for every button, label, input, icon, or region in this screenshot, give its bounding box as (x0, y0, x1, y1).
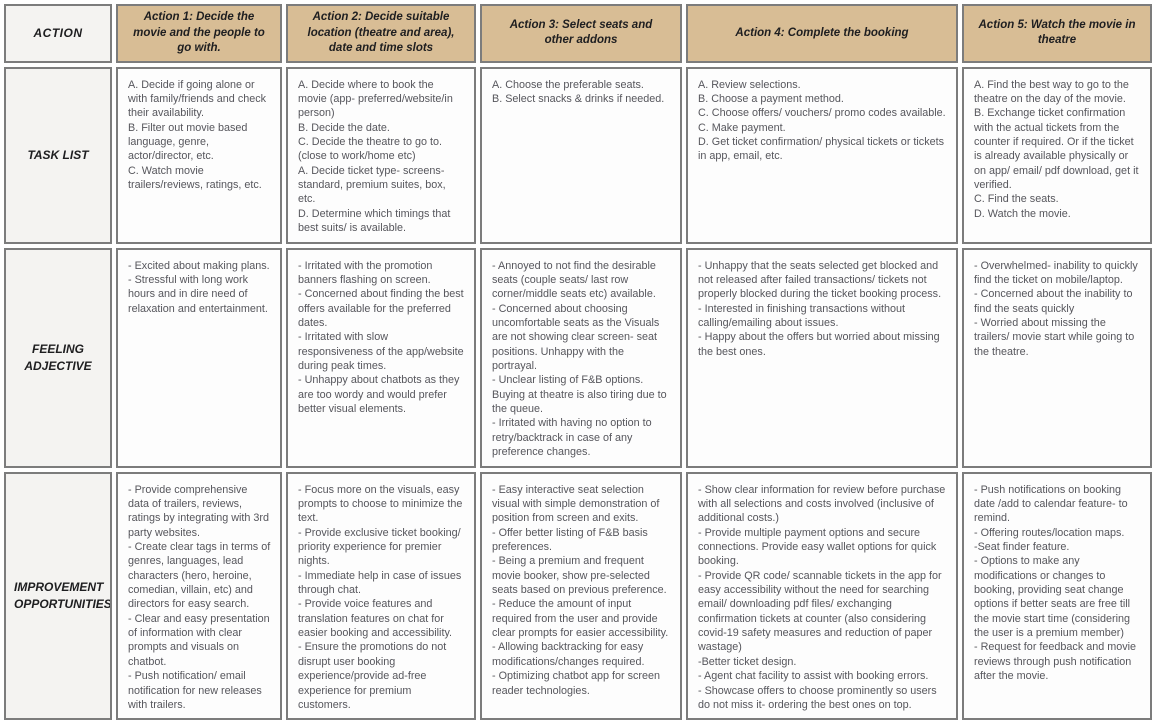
corner-action-label: ACTION (4, 4, 112, 63)
cell-feeling-action-1: - Excited about making plans. - Stressfu… (116, 247, 282, 468)
cell-task-list-action-1: A. Decide if going alone or with family/… (116, 66, 282, 244)
cell-feeling-action-4: - Unhappy that the seats selected get bl… (686, 247, 958, 468)
cell-task-list-action-3: A. Choose the preferable seats. B. Selec… (480, 66, 682, 244)
cell-feeling-action-3: - Annoyed to not find the desirable seat… (480, 247, 682, 468)
row-label-feeling-adjective: FEELING ADJECTIVE (4, 247, 112, 468)
cell-task-list-action-2: A. Decide where to book the movie (app- … (286, 66, 476, 244)
cell-feeling-action-5: - Overwhelmed- inability to quickly find… (962, 247, 1152, 468)
cell-task-list-action-5: A. Find the best way to go to the theatr… (962, 66, 1152, 244)
cell-feeling-action-2: - Irritated with the promotion banners f… (286, 247, 476, 468)
column-header-action-2: Action 2: Decide suitable location (thea… (286, 4, 476, 63)
row-label-improvement-opportunities: IMPROVEMENT OPPORTUNITIES (4, 471, 112, 721)
column-header-action-1: Action 1: Decide the movie and the peopl… (116, 4, 282, 63)
row-label-task-list: TASK LIST (4, 66, 112, 244)
column-header-action-3: Action 3: Select seats and other addons (480, 4, 682, 63)
cell-improvements-action-2: - Focus more on the visuals, easy prompt… (286, 471, 476, 721)
cell-improvements-action-1: - Provide comprehensive data of trailers… (116, 471, 282, 721)
cell-improvements-action-3: - Easy interactive seat selection visual… (480, 471, 682, 721)
feeling-adjective-row: FEELING ADJECTIVE - Excited about making… (4, 247, 1152, 468)
header-row: ACTION Action 1: Decide the movie and th… (4, 4, 1152, 63)
cell-task-list-action-4: A. Review selections. B. Choose a paymen… (686, 66, 958, 244)
column-header-action-5: Action 5: Watch the movie in theatre (962, 4, 1152, 63)
improvement-opportunities-row: IMPROVEMENT OPPORTUNITIES - Provide comp… (4, 471, 1152, 721)
column-header-action-4: Action 4: Complete the booking (686, 4, 958, 63)
task-list-row: TASK LIST A. Decide if going alone or wi… (4, 66, 1152, 244)
cell-improvements-action-4: - Show clear information for review befo… (686, 471, 958, 721)
cell-improvements-action-5: - Push notifications on booking date /ad… (962, 471, 1152, 721)
